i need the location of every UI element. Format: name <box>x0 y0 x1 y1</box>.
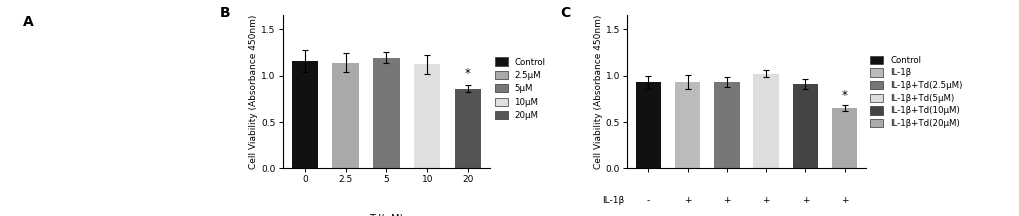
Bar <box>753 74 779 168</box>
Text: A: A <box>22 15 34 29</box>
Bar <box>792 84 817 168</box>
Legend: Control, 2.5μM, 5μM, 10μM, 20μM: Control, 2.5μM, 5μM, 10μM, 20μM <box>494 57 545 120</box>
Text: +: + <box>722 196 730 205</box>
Text: +: + <box>683 196 691 205</box>
Text: B: B <box>220 6 230 20</box>
Bar <box>373 58 399 168</box>
Text: +: + <box>761 196 769 205</box>
Text: *: * <box>465 67 471 80</box>
Bar <box>414 64 440 168</box>
Bar <box>332 62 359 168</box>
Text: -: - <box>646 196 649 205</box>
Text: C: C <box>559 6 570 20</box>
Text: +: + <box>840 196 848 205</box>
Legend: Control, IL-1β, IL-1β+Td(2.5μM), IL-1β+Td(5μM), IL-1β+Td(10μM), IL-1β+Td(20μM): Control, IL-1β, IL-1β+Td(2.5μM), IL-1β+T… <box>869 56 962 128</box>
Bar <box>635 82 660 168</box>
Text: +: + <box>801 196 808 205</box>
Bar <box>832 108 857 168</box>
Bar <box>675 82 700 168</box>
Bar <box>454 89 481 168</box>
Text: Td(μM): Td(μM) <box>369 214 404 216</box>
Text: IL-1β: IL-1β <box>602 196 625 205</box>
Bar <box>291 61 318 168</box>
Y-axis label: Cell Viability (Absorbance 450nm): Cell Viability (Absorbance 450nm) <box>593 15 602 169</box>
Y-axis label: Cell Viability (Absorbance 450nm): Cell Viability (Absorbance 450nm) <box>250 15 258 169</box>
Bar <box>713 82 739 168</box>
Text: *: * <box>841 89 847 102</box>
